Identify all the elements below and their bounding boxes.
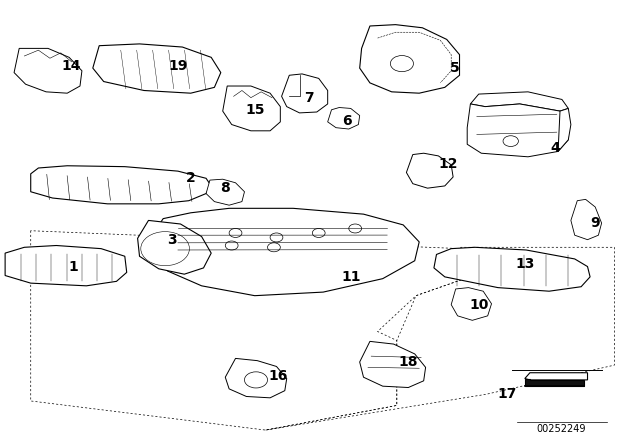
- Text: 9: 9: [590, 216, 600, 230]
- Polygon shape: [434, 247, 590, 291]
- Polygon shape: [558, 108, 571, 151]
- Circle shape: [141, 232, 189, 266]
- Text: 17: 17: [497, 387, 516, 401]
- Polygon shape: [525, 373, 588, 380]
- Polygon shape: [5, 246, 127, 286]
- Text: 7: 7: [303, 90, 314, 105]
- Polygon shape: [467, 104, 568, 157]
- Circle shape: [503, 136, 518, 146]
- Circle shape: [151, 239, 179, 258]
- Circle shape: [390, 56, 413, 72]
- Text: 13: 13: [515, 257, 534, 271]
- Circle shape: [270, 233, 283, 242]
- Text: 00252249: 00252249: [536, 424, 586, 434]
- Text: 4: 4: [550, 141, 561, 155]
- Text: 6: 6: [342, 114, 352, 128]
- Polygon shape: [525, 379, 584, 386]
- Polygon shape: [14, 48, 82, 93]
- Polygon shape: [282, 74, 328, 113]
- Text: 1: 1: [68, 259, 79, 274]
- Polygon shape: [360, 25, 460, 93]
- Polygon shape: [451, 288, 492, 320]
- Polygon shape: [93, 44, 221, 93]
- Polygon shape: [406, 153, 453, 188]
- Text: 8: 8: [220, 181, 230, 195]
- Circle shape: [225, 241, 238, 250]
- Polygon shape: [328, 108, 360, 129]
- Polygon shape: [150, 208, 419, 296]
- Text: 19: 19: [168, 59, 188, 73]
- Polygon shape: [31, 166, 211, 204]
- Polygon shape: [206, 179, 244, 205]
- Circle shape: [268, 243, 280, 252]
- Circle shape: [229, 228, 242, 237]
- Text: 16: 16: [269, 369, 288, 383]
- Circle shape: [244, 372, 268, 388]
- Polygon shape: [470, 92, 568, 111]
- Polygon shape: [225, 358, 287, 398]
- Circle shape: [312, 228, 325, 237]
- Text: 2: 2: [186, 171, 196, 185]
- Text: 14: 14: [62, 59, 81, 73]
- Text: 11: 11: [341, 270, 360, 284]
- Circle shape: [349, 224, 362, 233]
- Text: 12: 12: [438, 156, 458, 171]
- Polygon shape: [571, 199, 602, 240]
- Polygon shape: [223, 86, 280, 131]
- Text: 5: 5: [449, 61, 460, 75]
- Text: 18: 18: [399, 355, 418, 369]
- Polygon shape: [138, 220, 211, 274]
- Text: 15: 15: [245, 103, 264, 117]
- Text: 3: 3: [166, 233, 177, 247]
- Polygon shape: [360, 341, 426, 388]
- Text: 10: 10: [469, 297, 488, 312]
